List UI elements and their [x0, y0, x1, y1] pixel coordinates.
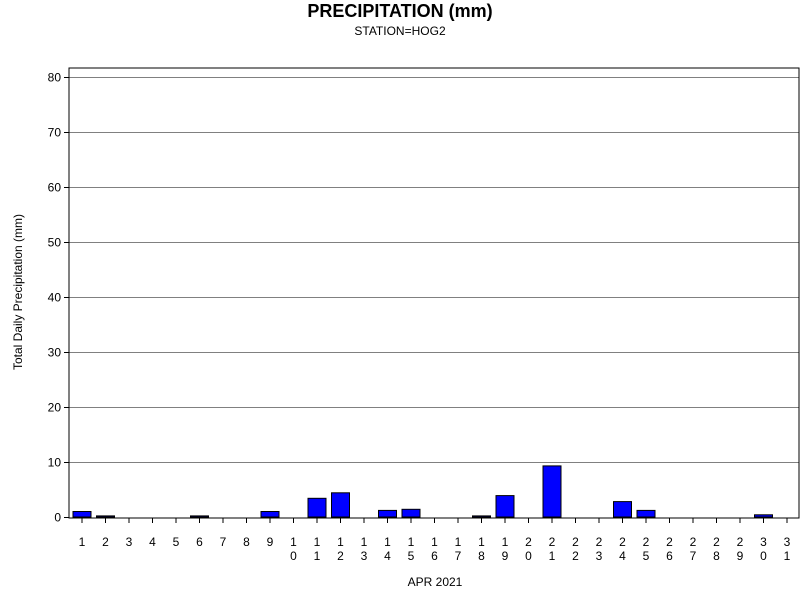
bar-day-1 — [72, 511, 92, 518]
y-tick-label: 20 — [48, 401, 62, 415]
bar-day-24 — [613, 501, 632, 518]
plot-frame — [68, 67, 800, 519]
x-axis-label: APR 2021 — [407, 575, 463, 589]
bar-day-15 — [401, 508, 421, 518]
y-tick-label: 30 — [48, 346, 62, 360]
x-tick-label: 2 — [102, 535, 109, 549]
bar-day-18 — [472, 515, 491, 518]
x-axis-ticks: 1 2 3 4 5 6 7 8 9 1 01 11 21 31 41 51 61 71 81 92 02 12 22 32 42… — [79, 518, 791, 563]
bar-series — [72, 465, 773, 518]
chart-title: PRECIPITATION (mm) — [307, 1, 493, 21]
y-tick-label: 80 — [48, 71, 62, 85]
bar-day-12 — [331, 492, 350, 518]
y-axis-ticks: 0 10 20 30 40 50 60 70 80 — [48, 71, 69, 525]
bar-day-25 — [636, 509, 656, 518]
x-tick-label: 5 — [173, 535, 180, 549]
bar-day-14 — [378, 509, 397, 518]
bar-day-9 — [260, 511, 280, 518]
x-tick-label: 8 — [243, 535, 250, 549]
bar-day-2 — [96, 515, 115, 518]
y-tick-label: 40 — [48, 291, 62, 305]
x-tick-label: 1 — [79, 535, 86, 549]
y-tick-label: 10 — [48, 456, 62, 470]
chart-subtitle: STATION=HOG2 — [354, 24, 446, 38]
bar-day-19 — [495, 495, 515, 518]
grid-lines — [69, 77, 799, 463]
x-tick-label: 7 — [220, 535, 227, 549]
bar-day-11 — [307, 497, 327, 518]
bar-day-30 — [754, 514, 773, 518]
y-tick-label: 70 — [48, 126, 62, 140]
bar-day-6 — [190, 515, 209, 518]
x-tick-label: 6 — [196, 535, 203, 549]
x-tick-label: 3 — [126, 535, 133, 549]
y-tick-label: 0 — [54, 511, 61, 525]
y-tick-label: 50 — [48, 236, 62, 250]
bar-day-21 — [542, 465, 562, 518]
x-tick-label: 4 — [149, 535, 156, 549]
y-tick-label: 60 — [48, 181, 62, 195]
x-tick-label: 9 — [267, 535, 274, 549]
